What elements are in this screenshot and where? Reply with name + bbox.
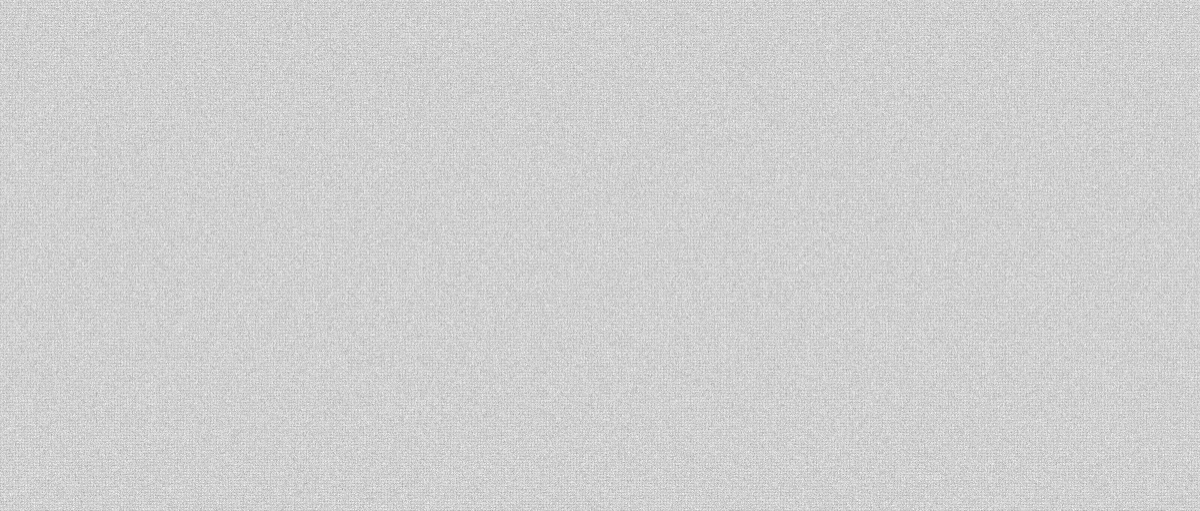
Text: Question 8: Question 8 (82, 36, 242, 62)
Text: Round to the third decimal place.: Round to the third decimal place. (294, 434, 653, 455)
Text: SS$_{cp}$ = 30.57: SS$_{cp}$ = 30.57 (294, 344, 432, 371)
Text: Solve for r with the following information:: Solve for r with the following informati… (294, 112, 742, 133)
Text: SS$_{x}$ = 10.21: SS$_{x}$ = 10.21 (294, 193, 424, 216)
Text: SS$_{y}$ = 100.90: SS$_{y}$ = 100.90 (294, 268, 438, 294)
